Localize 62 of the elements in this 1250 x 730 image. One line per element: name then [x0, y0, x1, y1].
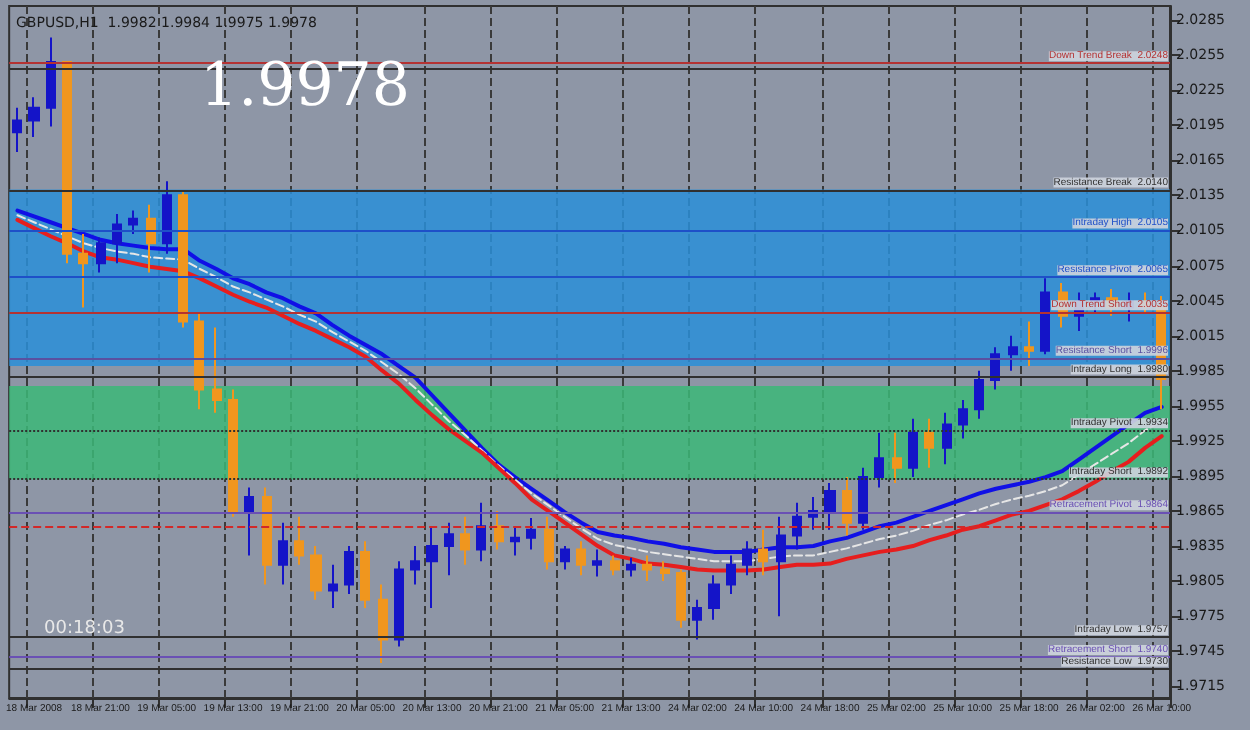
candlestick	[892, 431, 902, 484]
candlestick	[410, 545, 420, 586]
candlestick	[510, 525, 520, 557]
annotation: 1.9978	[200, 51, 410, 121]
candlestick	[1008, 334, 1018, 372]
candlestick	[128, 209, 138, 235]
candlestick	[212, 326, 222, 414]
candlestick	[244, 486, 254, 557]
candlestick	[294, 515, 304, 566]
candlestick	[874, 431, 884, 489]
candlestick	[78, 232, 88, 309]
candlestick	[842, 476, 852, 537]
candlestick	[278, 521, 288, 586]
candlestick	[310, 545, 322, 601]
candlestick	[692, 598, 702, 641]
candlestick	[476, 501, 486, 563]
candlestick	[708, 574, 720, 621]
candlestick	[660, 560, 670, 583]
candlestick	[676, 568, 686, 629]
candlestick	[162, 180, 172, 255]
candlestick	[908, 417, 918, 479]
candlestick	[96, 236, 106, 274]
candlestick	[194, 311, 204, 411]
candlestick	[576, 540, 586, 577]
candlestick	[924, 417, 934, 469]
candlestick	[360, 540, 370, 609]
candlestick	[942, 411, 952, 466]
candlestick	[378, 583, 388, 664]
annotation: 00:18:03	[44, 619, 125, 639]
candlestick	[560, 545, 570, 571]
candlestick	[792, 501, 802, 551]
candlestick	[726, 554, 736, 595]
candlestick	[12, 106, 22, 154]
candlestick	[494, 509, 504, 551]
candlestick	[974, 369, 984, 420]
candlestick	[592, 548, 602, 578]
candlestick	[344, 545, 354, 595]
candlestick	[328, 563, 338, 609]
candlestick	[228, 388, 238, 518]
candlestick	[62, 59, 72, 265]
candlestick	[824, 481, 836, 531]
candlestick	[526, 516, 536, 551]
candlestick	[28, 96, 40, 138]
candlestick	[742, 540, 752, 577]
candlestick	[1024, 320, 1034, 368]
candlestick	[642, 554, 652, 583]
candlestick	[460, 515, 470, 566]
candlestick	[958, 398, 968, 440]
candlestick	[262, 486, 272, 586]
candlestick	[146, 203, 156, 274]
candlestick	[626, 556, 636, 578]
candlestick	[544, 515, 554, 571]
candlestick	[1040, 277, 1050, 356]
candlestick	[444, 521, 454, 577]
candlestick	[426, 525, 438, 609]
candlestick	[46, 36, 56, 128]
candlestick	[858, 466, 868, 531]
candlestick	[610, 554, 620, 577]
candlestick	[758, 528, 768, 577]
candlestick	[178, 189, 188, 329]
candlestick	[776, 515, 786, 618]
candlestick	[394, 560, 404, 648]
